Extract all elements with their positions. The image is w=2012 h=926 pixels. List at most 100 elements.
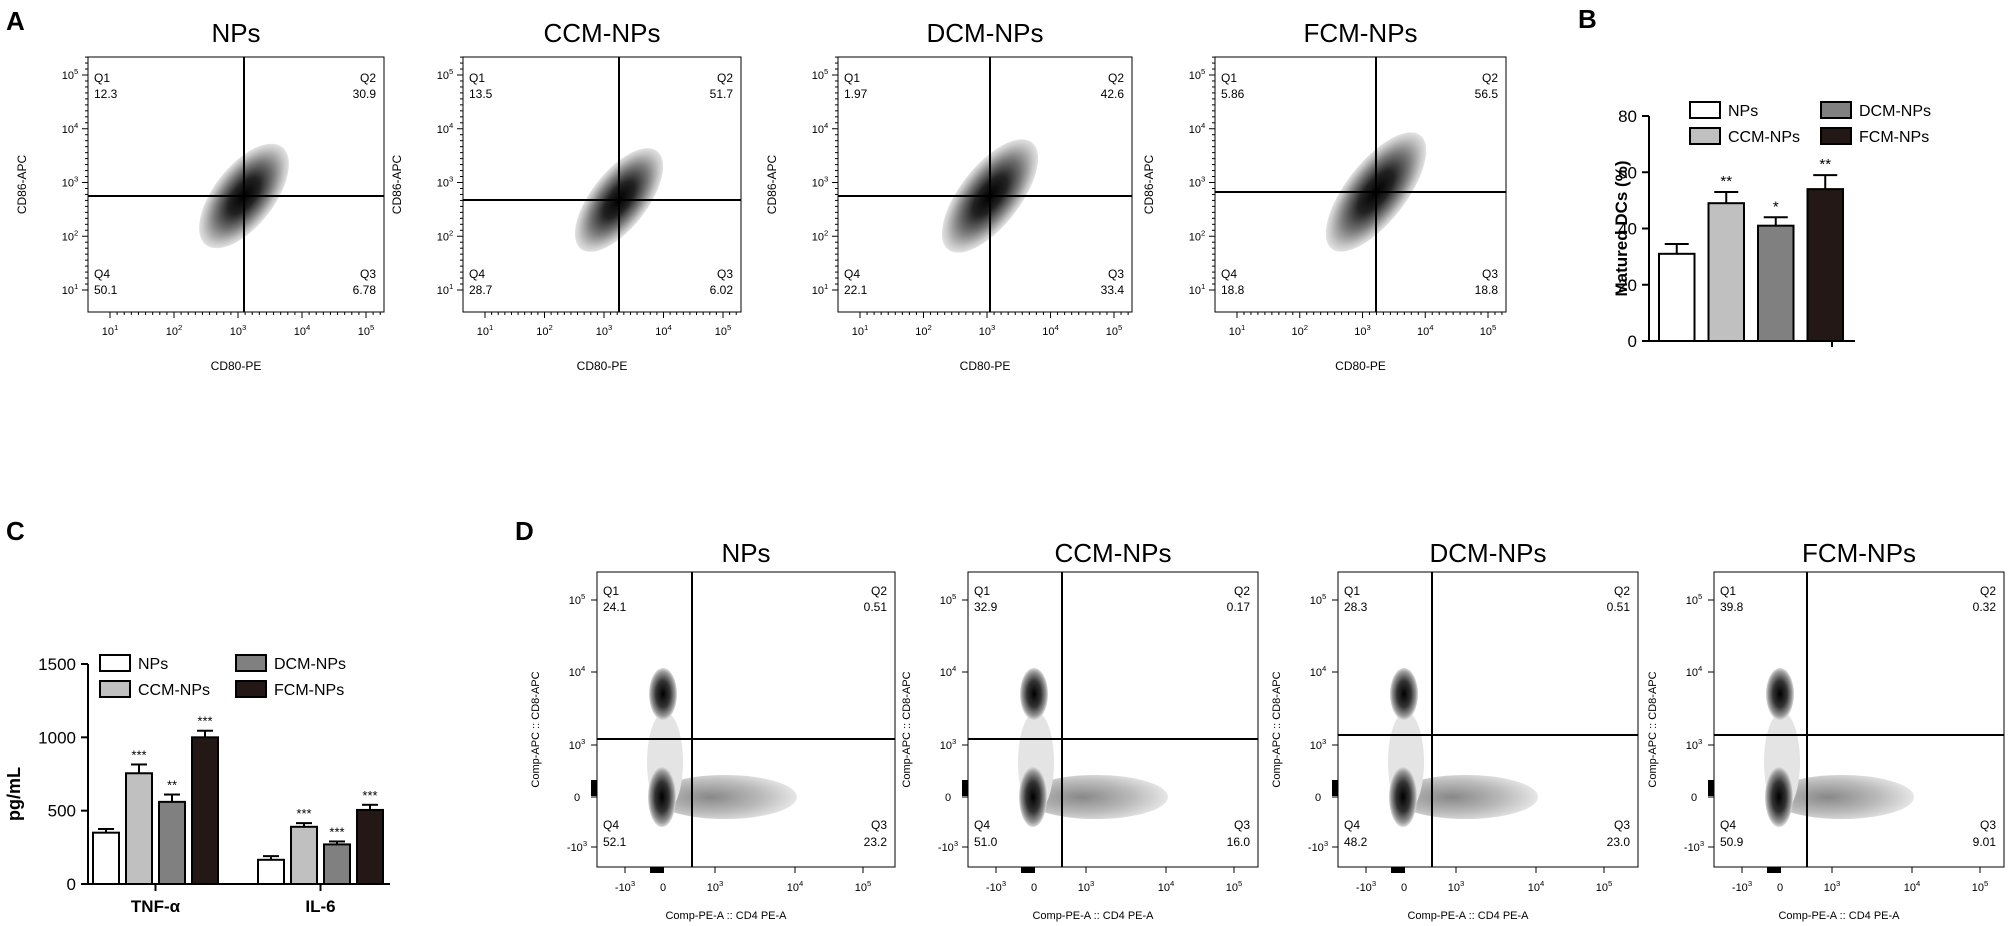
- y-tick-cluster: [962, 780, 968, 796]
- quadrant-name-q4: Q4: [94, 267, 110, 281]
- y-tick-label: 105: [1189, 67, 1206, 82]
- y-tick-label-base: 10: [569, 595, 581, 607]
- y-tick-label-base: 10: [1686, 595, 1698, 607]
- x-tick-label: 104: [787, 879, 804, 894]
- bar: [1806, 188, 1844, 342]
- x-tick-label: 101: [1229, 323, 1246, 338]
- x-tick-label-exponent: 3: [1090, 879, 1094, 888]
- density-cluster-dn: [1765, 767, 1793, 827]
- quadrant-name-q3: Q3: [360, 267, 376, 281]
- quadrant-name-q1: Q1: [844, 71, 860, 85]
- y-tick-label-base: 10: [812, 124, 824, 136]
- quadrant-name-q1: Q1: [603, 584, 619, 598]
- x-tick-label-base: 10: [536, 326, 548, 338]
- quadrant-name-q2: Q2: [1614, 584, 1630, 598]
- y-axis-label: CD86-APC: [390, 154, 404, 214]
- x-tick-label: 0: [660, 882, 666, 894]
- x-tick-label-base: -10: [615, 882, 631, 894]
- y-tick-label-base: 10: [569, 667, 581, 679]
- x-tick-label-exponent: 3: [1372, 879, 1376, 888]
- x-tick-label-exponent: 5: [1608, 879, 1612, 888]
- y-tick-label-base: 10: [1310, 667, 1322, 679]
- legend-label: FCM-NPs: [274, 682, 344, 699]
- density-cluster-cd8: [1766, 668, 1794, 720]
- x-tick-label: IL-6: [305, 897, 335, 916]
- y-axis-label: CD86-APC: [765, 154, 779, 214]
- x-tick-label: 103: [230, 323, 247, 338]
- y-tick-label-exponent: 4: [1201, 121, 1206, 130]
- quadrant-value-q3: 6.78: [353, 283, 377, 297]
- legend-label: CCM-NPs: [138, 682, 210, 699]
- y-tick-label-base: 10: [1189, 285, 1201, 297]
- legend-label: FCM-NPs: [1859, 129, 1929, 146]
- x-tick-cluster: [650, 867, 664, 873]
- x-tick-label-exponent: 5: [370, 323, 374, 332]
- quadrant-name-q3: Q3: [1614, 818, 1630, 832]
- bar: [257, 858, 285, 885]
- y-tick-label-exponent: 3: [74, 175, 78, 184]
- panel-label-a: A: [6, 6, 25, 36]
- y-axis-label: Matured DCs (%): [1612, 160, 1631, 296]
- quadrant-value-q3: 23.2: [864, 835, 888, 849]
- y-tick-label: -103: [1684, 839, 1704, 854]
- y-tick-label: 103: [569, 737, 586, 752]
- x-tick-label-base: 10: [855, 882, 867, 894]
- y-tick-label: 102: [812, 228, 829, 243]
- quadrant-value-q2: 0.51: [1607, 600, 1631, 614]
- quadrant-name-q2: Q2: [1108, 71, 1124, 85]
- density-cluster-cd8: [1020, 668, 1048, 720]
- y-tick-label-base: 10: [812, 231, 824, 243]
- bar: [125, 772, 153, 885]
- y-tick-label-exponent: 3: [1322, 737, 1326, 746]
- bar: [92, 831, 120, 886]
- y-tick-label-base: 10: [1686, 740, 1698, 752]
- x-tick-label: 103: [707, 879, 724, 894]
- x-tick-label: 102: [915, 323, 932, 338]
- quadrant-value-q2: 0.51: [864, 600, 888, 614]
- quadrant-value-q4: 18.8: [1221, 283, 1245, 297]
- x-tick-label-exponent: 1: [489, 323, 493, 332]
- quadrant-value-q3: 18.8: [1475, 283, 1499, 297]
- y-tick-label-base: 10: [812, 285, 824, 297]
- y-tick-label-exponent: 5: [581, 592, 585, 601]
- y-tick-label-base: 10: [812, 178, 824, 190]
- x-axis-label: Comp-PE-A :: CD4 PE-A: [665, 910, 787, 922]
- x-tick-label: 104: [1528, 879, 1545, 894]
- x-tick-label-exponent: 5: [1238, 879, 1242, 888]
- x-tick-label: 104: [1158, 879, 1175, 894]
- y-tick-label: 102: [1189, 228, 1206, 243]
- x-tick-label: 102: [166, 323, 183, 338]
- quadrant-value-q1: 39.8: [1720, 600, 1744, 614]
- x-tick-label-base: 10: [1078, 882, 1090, 894]
- x-tick-label-base: 10: [1226, 882, 1238, 894]
- x-tick-label-exponent: 5: [1118, 323, 1122, 332]
- x-tick-label-exponent: 4: [1170, 879, 1175, 888]
- x-tick-label-base: 10: [166, 326, 178, 338]
- bar: [158, 800, 186, 885]
- quadrant-value-q2: 0.32: [1973, 600, 1997, 614]
- y-tick-label-exponent: 4: [1322, 664, 1327, 673]
- x-tick-label-exponent: 4: [1054, 323, 1059, 332]
- y-tick-label: 101: [1189, 282, 1206, 297]
- plot-frame: [596, 571, 896, 868]
- legend-swatch: [99, 680, 131, 698]
- bar-group-NPs: [1658, 242, 1696, 342]
- y-tick-label: 103: [62, 175, 79, 190]
- y-tick-label-base: 10: [1310, 595, 1322, 607]
- y-tick-label: 103: [940, 737, 957, 752]
- panel-a-flow-plots: NPsQ112.3Q230.9Q36.78Q450.11011011021021…: [15, 18, 1507, 373]
- y-tick-label-base: 10: [1189, 231, 1201, 243]
- bar: [191, 736, 219, 885]
- x-tick-label-base: -10: [1356, 882, 1372, 894]
- plot-frame: [967, 571, 1259, 868]
- y-tick-label-base: 10: [437, 178, 449, 190]
- x-tick-label-exponent: 5: [727, 323, 731, 332]
- significance-marker: **: [1819, 156, 1831, 173]
- x-tick-label-base: 0: [1031, 882, 1037, 894]
- x-tick-label: 103: [979, 323, 996, 338]
- quadrant-value-q3: 6.02: [710, 283, 734, 297]
- significance-marker: *: [1773, 198, 1779, 215]
- x-axis-label: Comp-PE-A :: CD4 PE-A: [1032, 910, 1154, 922]
- quadrant-name-q4: Q4: [1344, 818, 1360, 832]
- y-tick-label-exponent: 4: [581, 664, 586, 673]
